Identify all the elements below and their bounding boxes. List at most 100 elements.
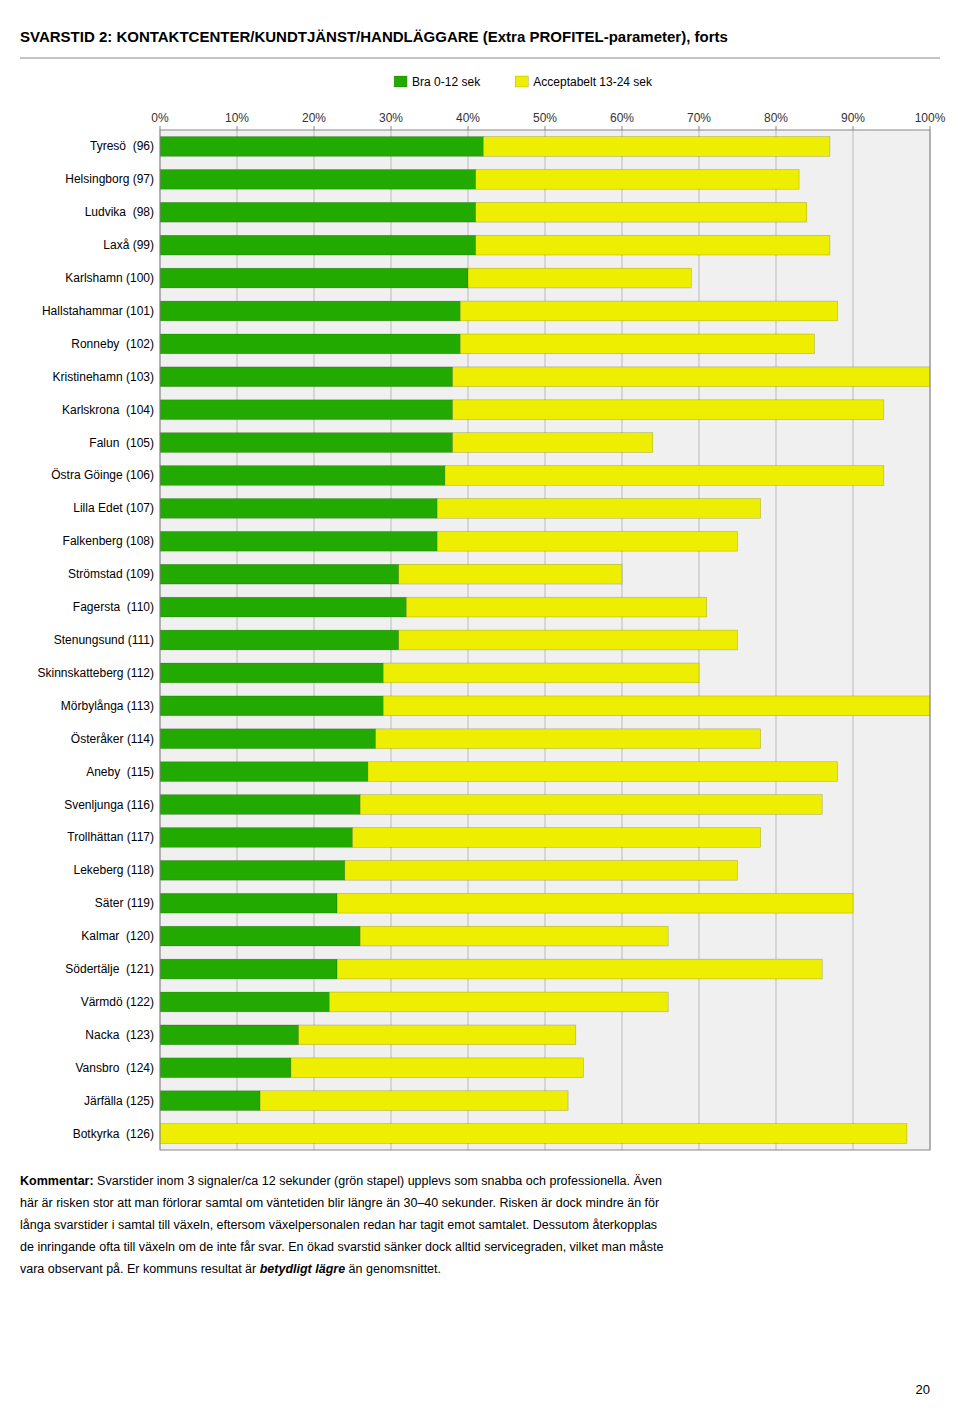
tick-mark	[468, 126, 469, 130]
category-label: Östra Göinge (106)	[51, 468, 154, 482]
bar	[160, 959, 337, 979]
bar	[160, 696, 383, 716]
bar	[160, 334, 460, 354]
legend-swatch	[515, 76, 528, 87]
comment-line: här är risken stor att man förlorar samt…	[20, 1196, 659, 1210]
bar	[160, 926, 360, 946]
bar	[376, 729, 761, 749]
title-rule	[20, 58, 940, 59]
page-number: 20	[916, 1382, 930, 1397]
comment-part: vara observant på. Er kommuns resultat ä…	[20, 1262, 260, 1276]
bar	[160, 301, 460, 321]
comment-line: de inringande ofta till växeln om de int…	[20, 1240, 663, 1254]
tick-label: 30%	[379, 111, 403, 125]
category-label: Fagersta (110)	[73, 600, 154, 614]
category-label: Södertälje (121)	[65, 962, 154, 976]
bar	[160, 367, 453, 387]
bar	[160, 564, 399, 584]
bar	[160, 1025, 299, 1045]
bar	[160, 499, 437, 519]
category-label: Nacka (123)	[85, 1028, 154, 1042]
category-label: Ronneby (102)	[71, 337, 154, 351]
category-label: Laxå (99)	[103, 238, 154, 252]
bar	[260, 1091, 568, 1111]
category-label: Botkyrka (126)	[73, 1127, 154, 1141]
bar	[299, 1025, 576, 1045]
tick-label: 70%	[687, 111, 711, 125]
category-label: Mörbylånga (113)	[61, 699, 154, 713]
category-label: Vansbro (124)	[76, 1061, 155, 1075]
category-label: Aneby (115)	[86, 765, 154, 779]
tick-mark	[622, 126, 623, 130]
comment-line: vara observant på. Er kommuns resultat ä…	[20, 1262, 441, 1276]
bar	[345, 860, 738, 880]
bar	[160, 400, 453, 420]
background	[0, 0, 960, 1420]
tick-mark	[237, 126, 238, 130]
tick-label: 40%	[456, 111, 480, 125]
tick-label: 60%	[610, 111, 634, 125]
bar	[383, 696, 930, 716]
legend-entry: Bra 0-12 sek	[412, 75, 481, 89]
bar	[160, 1091, 260, 1111]
category-label: Kristinehamn (103)	[53, 370, 154, 384]
bar	[406, 597, 706, 617]
comment-line: långa svarstider i samtal till växeln, e…	[20, 1218, 657, 1232]
bar	[468, 268, 691, 288]
bar	[460, 301, 837, 321]
bar	[160, 663, 383, 683]
bar	[460, 334, 814, 354]
bar	[160, 828, 353, 848]
comment-bold: Kommentar:	[20, 1174, 94, 1188]
bar	[160, 169, 476, 189]
bar	[160, 202, 476, 222]
bar	[160, 531, 437, 551]
bar	[160, 235, 476, 255]
category-label: Österåker (114)	[71, 732, 154, 746]
tick-mark	[314, 126, 315, 130]
category-label: Lilla Edet (107)	[73, 501, 154, 515]
bar	[160, 762, 368, 782]
comment-rest: Svarstider inom 3 signaler/ca 12 sekunde…	[94, 1174, 662, 1188]
bar	[160, 268, 468, 288]
comment-line: Kommentar: Svarstider inom 3 signaler/ca…	[20, 1174, 662, 1188]
tick-label: 0%	[151, 111, 169, 125]
bar	[160, 860, 345, 880]
bar	[160, 630, 399, 650]
category-label: Stenungsund (111)	[54, 633, 154, 647]
chart: SVARSTID 2: KONTAKTCENTER/KUNDTJÄNST/HAN…	[0, 0, 960, 1420]
bar	[160, 1124, 907, 1144]
tick-mark	[853, 126, 854, 130]
bar	[160, 597, 406, 617]
bar	[291, 1058, 584, 1078]
bar	[399, 630, 738, 650]
bar	[160, 992, 329, 1012]
category-label: Lekeberg (118)	[74, 863, 155, 877]
title: SVARSTID 2: KONTAKTCENTER/KUNDTJÄNST/HAN…	[20, 28, 728, 45]
comment-part: betydligt lägre	[260, 1262, 345, 1276]
category-label: Kalmar (120)	[81, 929, 154, 943]
bar	[483, 137, 830, 157]
bar	[337, 893, 853, 913]
legend-entry: Acceptabelt 13-24 sek	[533, 75, 653, 89]
bar	[360, 926, 668, 946]
bar	[160, 893, 337, 913]
bar	[337, 959, 822, 979]
bar	[476, 235, 830, 255]
category-label: Falun (105)	[89, 436, 154, 450]
bar	[160, 466, 445, 486]
category-label: Hallstahammar (101)	[42, 304, 154, 318]
category-label: Skinnskatteberg (112)	[37, 666, 154, 680]
bar	[476, 169, 799, 189]
bar	[453, 400, 884, 420]
bar	[160, 795, 360, 815]
bar	[445, 466, 884, 486]
bar	[437, 499, 760, 519]
plot-background	[160, 130, 930, 1150]
tick-label: 90%	[841, 111, 865, 125]
tick-mark	[776, 126, 777, 130]
bar	[353, 828, 761, 848]
category-label: Karlshamn (100)	[65, 271, 154, 285]
legend: Bra 0-12 sek Acceptabelt 13-24 sek	[394, 75, 653, 89]
bar	[160, 433, 453, 453]
